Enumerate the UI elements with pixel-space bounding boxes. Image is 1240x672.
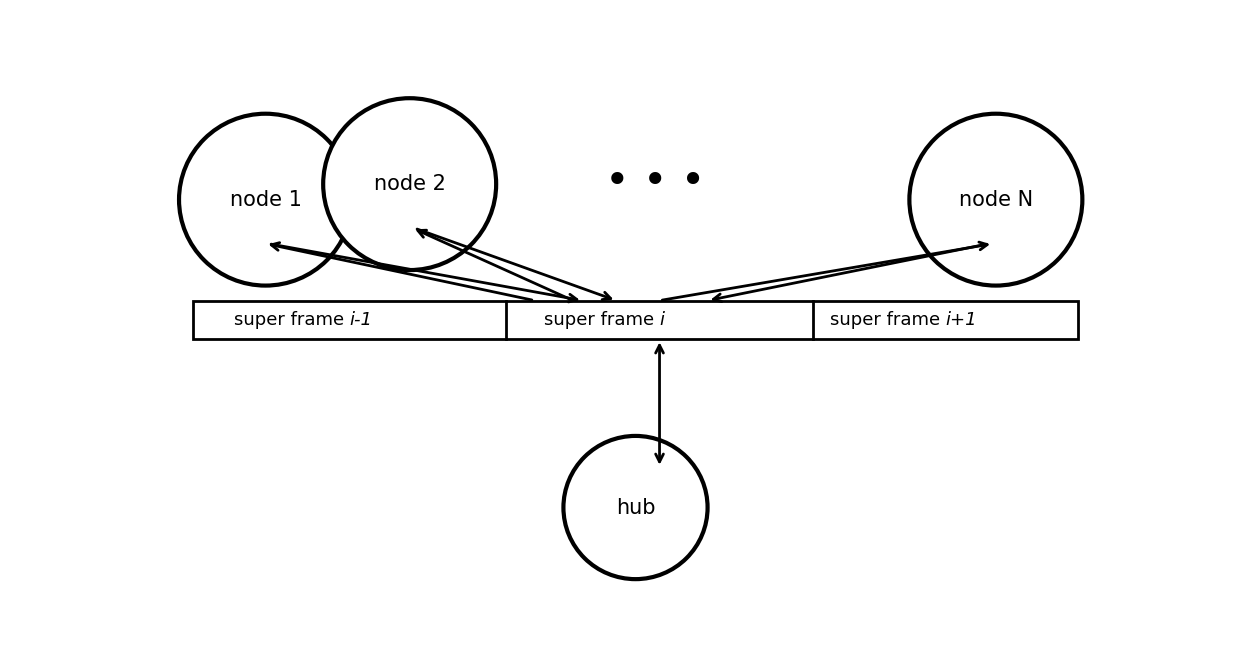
Text: node N: node N — [959, 190, 1033, 210]
Text: i+1: i+1 — [945, 311, 977, 329]
Text: node 1: node 1 — [229, 190, 301, 210]
Text: hub: hub — [616, 497, 655, 517]
Text: • • •: • • • — [605, 161, 704, 202]
Bar — [193, 300, 1078, 339]
Text: node 2: node 2 — [373, 174, 445, 194]
Ellipse shape — [324, 98, 496, 270]
Text: i: i — [660, 311, 665, 329]
Text: super frame: super frame — [233, 311, 350, 329]
Text: super frame: super frame — [543, 311, 660, 329]
Ellipse shape — [179, 114, 352, 286]
Ellipse shape — [909, 114, 1083, 286]
Text: super frame: super frame — [830, 311, 945, 329]
Ellipse shape — [563, 436, 708, 579]
Text: i-1: i-1 — [350, 311, 372, 329]
